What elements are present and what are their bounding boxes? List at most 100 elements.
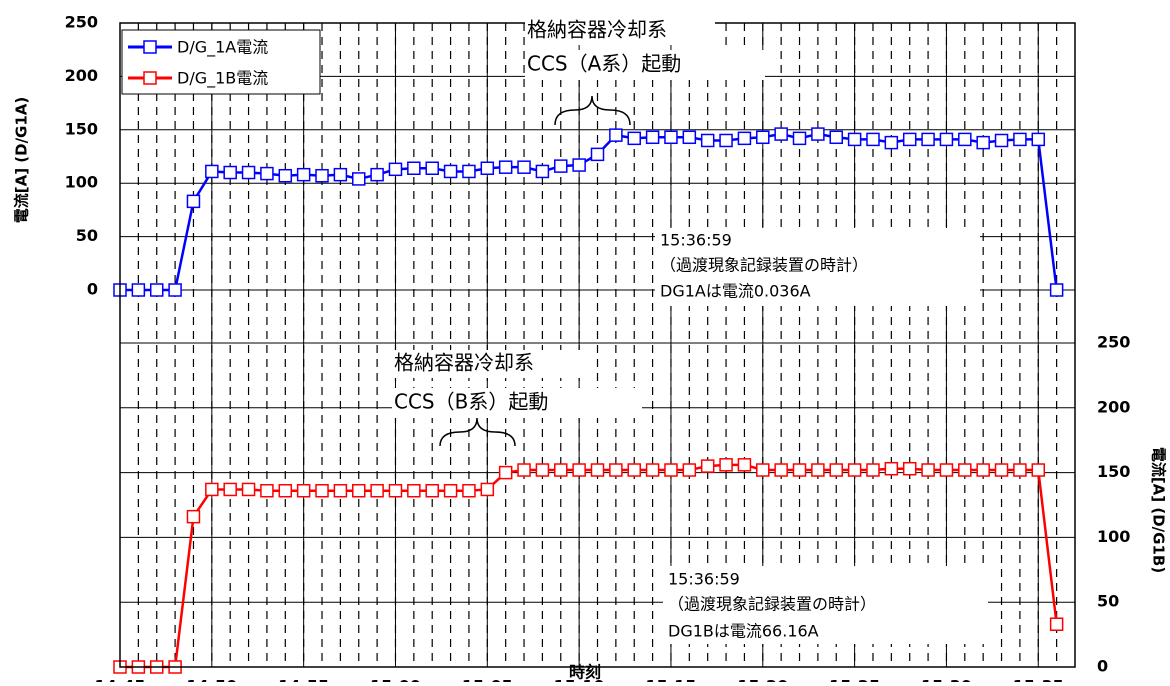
marker (407, 483, 421, 498)
marker (664, 463, 678, 477)
marker (480, 482, 495, 497)
x-tick-label: 15:00 (370, 677, 421, 683)
marker (1049, 283, 1064, 297)
y2-tick-label: 100 (1097, 527, 1130, 546)
y-tick-label: 0 (87, 280, 98, 299)
y2-axis-label: 電流[A] (D/G1B) (1150, 447, 1168, 573)
legend: D/G_1A電流 D/G_1B電流 (121, 29, 321, 95)
marker (847, 463, 862, 477)
marker (572, 463, 586, 477)
marker (645, 463, 660, 477)
marker (278, 168, 293, 183)
marker (829, 130, 843, 145)
marker (590, 463, 605, 477)
marker (866, 463, 880, 477)
marker (682, 130, 697, 145)
marker (241, 482, 256, 497)
annotation-text: 15:36:59 (668, 570, 740, 589)
marker (205, 482, 219, 497)
marker (664, 130, 678, 145)
marker (700, 133, 715, 148)
series-line (120, 132, 1058, 292)
marks (113, 127, 1064, 674)
x-tick-label: 15:15 (645, 677, 696, 683)
marker (811, 463, 825, 477)
marker (737, 131, 752, 146)
annotation-text: 15:36:59 (660, 231, 732, 250)
marker (205, 164, 219, 179)
marker (278, 483, 293, 498)
marker (939, 463, 954, 477)
marker (774, 127, 788, 141)
marker (829, 463, 843, 477)
x-tick-label: 15:35 (1013, 677, 1064, 683)
marker (994, 133, 1009, 148)
marker (333, 483, 348, 498)
marker (443, 164, 458, 179)
annotation: 15:36:59 （過渡現象記録装置の時計） DG1Bは電流66.16A (663, 566, 988, 644)
y2-tick-label: 150 (1097, 462, 1130, 481)
marker (352, 172, 366, 186)
marker (535, 164, 550, 179)
x-tick-label: 14:50 (186, 677, 237, 683)
x-tick-label: 15:05 (462, 677, 513, 683)
series-line (120, 463, 1058, 669)
marker (609, 463, 623, 477)
marker (884, 461, 899, 476)
marker (425, 161, 439, 175)
marker (186, 509, 201, 524)
brace (439, 417, 516, 447)
legend-label: D/G_1A電流 (177, 38, 268, 58)
annotation-bg (655, 228, 980, 306)
marker (1031, 463, 1046, 477)
marker (315, 483, 329, 498)
x-tick-label: 15:20 (737, 677, 788, 683)
marker (480, 161, 495, 175)
annotation: 格納容器冷却系 CCS（A系）起動 (525, 17, 765, 126)
marker (590, 147, 605, 162)
annotation-text: DG1Bは電流66.16A (668, 622, 819, 641)
marker (462, 483, 476, 498)
marker (811, 127, 825, 141)
annotation-text: DG1Aは電流0.036A (660, 282, 811, 301)
marker (168, 283, 182, 297)
marker (149, 283, 164, 297)
marker (847, 132, 862, 147)
annotation-bg (525, 17, 715, 45)
annotation-text: （過渡現象記録装置の時計） (660, 256, 868, 275)
marker (719, 133, 733, 148)
marker (994, 463, 1009, 477)
marker (792, 463, 807, 477)
marker (700, 459, 715, 473)
x-tick-label: 14:45 (95, 677, 146, 683)
marker (498, 465, 513, 480)
marker (554, 463, 568, 477)
marker (1013, 132, 1027, 147)
x-axis-label: 時刻 (569, 663, 601, 682)
marker (902, 461, 917, 476)
marker (958, 463, 972, 477)
legend-marker (143, 40, 157, 54)
annotation-bg (392, 388, 642, 418)
marker (792, 131, 807, 146)
y-tick-label: 100 (65, 173, 98, 192)
marker (627, 463, 641, 477)
marker (223, 165, 237, 180)
marker (554, 159, 568, 173)
marker (388, 162, 403, 177)
brace (554, 95, 631, 126)
marker (921, 463, 935, 477)
marker (223, 482, 237, 497)
marker (517, 160, 531, 174)
annotation-bg (392, 350, 582, 378)
annotation-text: CCS（A系）起動 (527, 52, 681, 76)
marker (186, 194, 201, 209)
marker (756, 463, 770, 477)
y-tick-label: 150 (65, 119, 98, 138)
marker (609, 128, 623, 142)
annotation-text: 格納容器冷却系 (527, 18, 667, 42)
marker (902, 132, 917, 147)
y2-tick-label: 200 (1097, 397, 1130, 416)
marker (884, 135, 899, 150)
